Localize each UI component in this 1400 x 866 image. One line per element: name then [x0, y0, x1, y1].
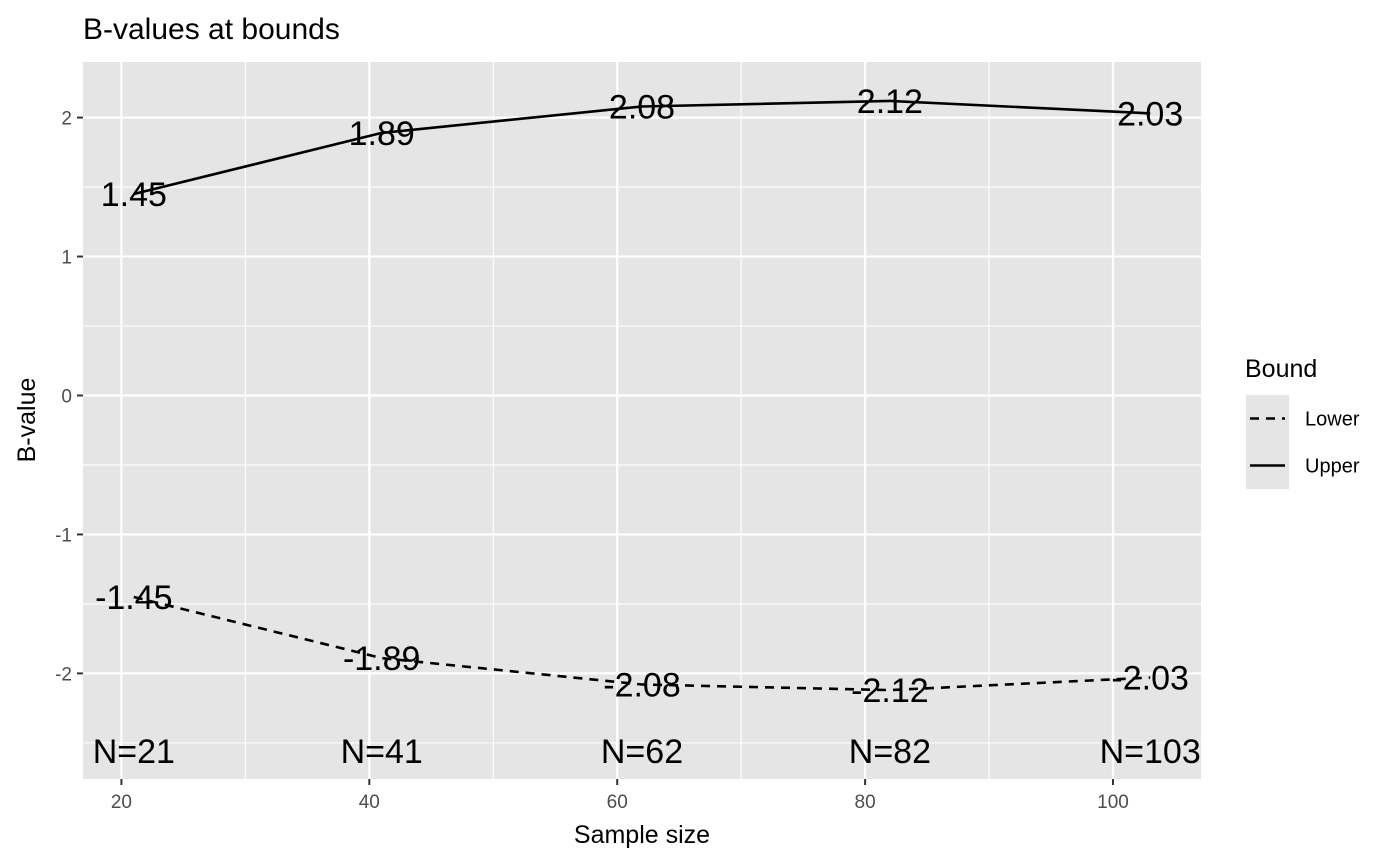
minor-gridlines: [83, 62, 1201, 779]
data-label-upper: 2.12: [857, 83, 923, 121]
data-label-lower: -2.03: [1111, 660, 1189, 698]
data-label-upper: 1.89: [349, 115, 415, 153]
x-axis-title: Sample size: [574, 821, 710, 849]
sample-size-label: N=103: [1100, 733, 1201, 771]
data-label-lower: -2.12: [851, 672, 929, 710]
data-labels: -1.45 -1.89 -2.08 -2.12 -2.03 1.45 1.89 2.08 2.1…: [95, 83, 1189, 710]
x-tick-label: 60: [607, 792, 628, 813]
plot-panel: [83, 62, 1201, 779]
legend: Bound Lower Upper: [1245, 355, 1360, 489]
y-tick-label: 1: [61, 248, 72, 269]
series-lines: [133, 99, 1151, 692]
x-tick-label: 80: [855, 792, 876, 813]
sample-size-label: N=82: [849, 733, 931, 771]
y-tick-label: -1: [55, 525, 72, 546]
y-axis-title: B-value: [13, 378, 41, 463]
sample-size-label: N=62: [601, 733, 683, 771]
data-label-lower: -1.89: [343, 640, 421, 678]
y-tick-label: -2: [55, 664, 72, 685]
data-label-upper: 2.08: [609, 88, 675, 126]
legend-label-upper: Upper: [1305, 456, 1360, 478]
data-label-upper: 2.03: [1117, 95, 1183, 133]
series-line-upper: [133, 99, 1151, 196]
data-label-lower: -1.45: [95, 579, 173, 617]
axis-ticks: 20 40 60 80 100 -2 -1 0 1 2: [55, 109, 1129, 813]
sample-size-labels: N=21 N=41 N=62 N=82 N=103: [93, 733, 1201, 771]
sample-size-label: N=41: [341, 733, 423, 771]
legend-label-lower: Lower: [1305, 409, 1360, 431]
legend-title: Bound: [1245, 355, 1317, 383]
x-tick-label: 40: [359, 792, 380, 813]
series-line-lower: [133, 595, 1151, 692]
x-tick-label: 20: [111, 792, 132, 813]
data-label-upper: 1.45: [101, 176, 167, 214]
chart-title: B-values at bounds: [83, 13, 340, 46]
major-gridlines: [83, 62, 1201, 779]
data-label-lower: -2.08: [603, 667, 681, 705]
x-tick-label: 100: [1097, 792, 1129, 813]
y-tick-label: 2: [61, 109, 72, 130]
sample-size-label: N=21: [93, 733, 175, 771]
y-tick-label: 0: [61, 386, 72, 407]
